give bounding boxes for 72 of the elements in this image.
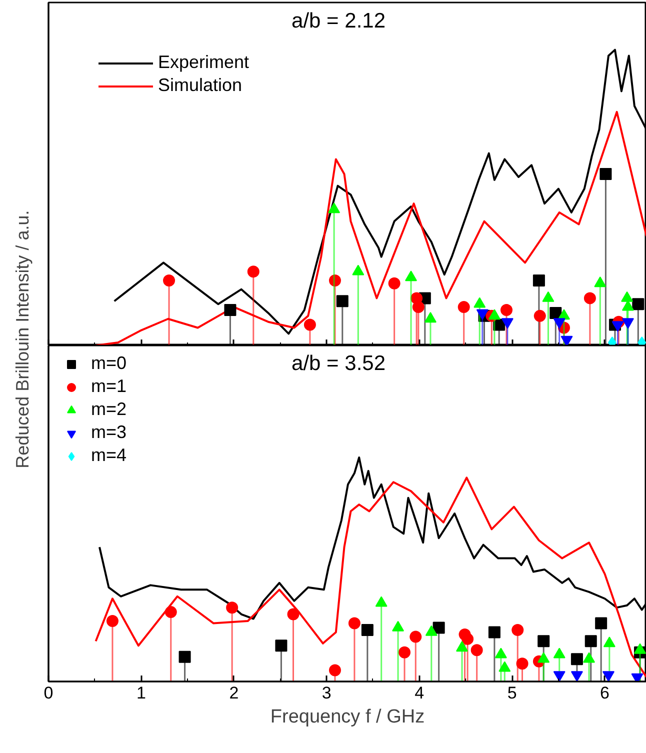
point bbox=[621, 291, 634, 302]
point bbox=[106, 615, 118, 628]
point bbox=[550, 306, 562, 319]
legend-label: m=1 bbox=[91, 376, 127, 397]
point bbox=[328, 274, 341, 286]
point bbox=[348, 617, 360, 630]
point bbox=[632, 298, 644, 310]
point bbox=[538, 635, 550, 648]
point bbox=[336, 295, 348, 308]
point bbox=[542, 291, 554, 302]
point bbox=[432, 622, 445, 634]
point bbox=[328, 664, 341, 676]
point bbox=[352, 264, 364, 276]
point bbox=[456, 641, 468, 652]
point bbox=[458, 301, 470, 314]
point bbox=[275, 640, 288, 652]
point bbox=[424, 312, 436, 323]
point bbox=[570, 653, 583, 666]
point bbox=[304, 318, 316, 331]
legend-label: Simulation bbox=[158, 75, 242, 96]
point bbox=[178, 650, 191, 663]
point bbox=[462, 632, 474, 645]
point bbox=[600, 168, 612, 180]
point bbox=[553, 671, 566, 682]
point bbox=[474, 297, 486, 308]
legend-label: m=0 bbox=[91, 353, 127, 374]
x-axis-title: Frequency f / GHz bbox=[270, 706, 425, 728]
point bbox=[500, 304, 513, 316]
point bbox=[570, 671, 583, 682]
point bbox=[287, 608, 300, 620]
point bbox=[622, 300, 634, 311]
x-tick-label: 3 bbox=[322, 684, 332, 702]
point bbox=[224, 304, 236, 316]
point bbox=[594, 276, 606, 288]
x-tick-label: 2 bbox=[229, 684, 239, 702]
point bbox=[328, 202, 340, 214]
point bbox=[488, 626, 500, 638]
point bbox=[410, 630, 422, 643]
point bbox=[247, 266, 260, 278]
x-tick-label: 5 bbox=[507, 684, 517, 702]
point bbox=[602, 671, 614, 682]
point bbox=[388, 277, 400, 290]
point bbox=[584, 292, 596, 304]
point bbox=[226, 602, 238, 614]
point bbox=[595, 617, 608, 630]
point bbox=[488, 309, 500, 320]
point bbox=[470, 644, 483, 656]
x-tick-label: 4 bbox=[414, 684, 424, 702]
point bbox=[512, 624, 524, 636]
point bbox=[584, 635, 597, 648]
point bbox=[532, 274, 545, 286]
legend-label: m=3 bbox=[91, 422, 127, 443]
x-tick-label: 1 bbox=[136, 684, 146, 702]
x-tick-label: 6 bbox=[600, 684, 610, 702]
point bbox=[361, 624, 374, 636]
point bbox=[405, 270, 418, 282]
point bbox=[375, 596, 388, 607]
point bbox=[516, 658, 528, 670]
legend-label: Experiment bbox=[158, 52, 250, 73]
y-axis-title: Reduced Brillouin Intensity / a.u. bbox=[12, 210, 32, 468]
x-tick-label: 0 bbox=[44, 684, 54, 702]
legend-label: m=2 bbox=[91, 399, 127, 420]
point bbox=[534, 310, 546, 322]
legend-label: m=4 bbox=[91, 445, 127, 466]
point bbox=[163, 274, 176, 286]
chart-title: a/b = 3.52 bbox=[292, 352, 386, 376]
chart-title: a/b = 2.12 bbox=[292, 9, 386, 32]
point bbox=[560, 336, 573, 345]
point bbox=[398, 646, 411, 658]
point bbox=[412, 301, 424, 314]
point bbox=[603, 636, 616, 648]
point bbox=[164, 606, 177, 618]
